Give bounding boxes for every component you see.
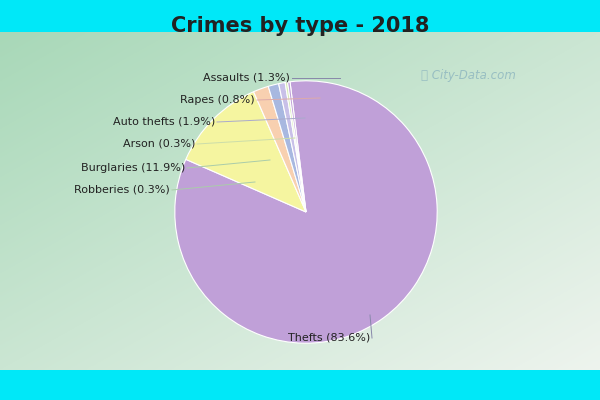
Wedge shape [175, 81, 437, 343]
Text: Burglaries (11.9%): Burglaries (11.9%) [81, 163, 185, 173]
Wedge shape [278, 82, 306, 212]
Text: Thefts (83.6%): Thefts (83.6%) [288, 333, 370, 343]
Text: Rapes (0.8%): Rapes (0.8%) [181, 95, 255, 105]
Wedge shape [285, 82, 306, 212]
Text: ⓘ City-Data.com: ⓘ City-Data.com [421, 70, 515, 82]
Wedge shape [186, 92, 306, 212]
Text: Crimes by type - 2018: Crimes by type - 2018 [171, 16, 429, 36]
Text: Robberies (0.3%): Robberies (0.3%) [74, 185, 170, 195]
Text: Assaults (1.3%): Assaults (1.3%) [203, 73, 290, 83]
Wedge shape [254, 86, 306, 212]
Text: Auto thefts (1.9%): Auto thefts (1.9%) [113, 117, 215, 127]
Wedge shape [268, 84, 306, 212]
Text: Arson (0.3%): Arson (0.3%) [122, 139, 195, 149]
Wedge shape [287, 82, 306, 212]
